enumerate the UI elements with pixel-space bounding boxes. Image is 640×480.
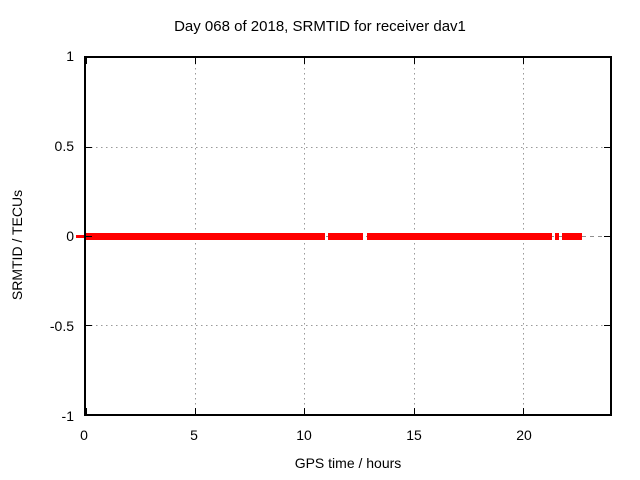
data-series-segment xyxy=(366,232,553,240)
gridline-horizontal xyxy=(86,147,610,148)
x-tick-label: 0 xyxy=(80,427,88,443)
tick-mark xyxy=(604,325,610,326)
x-tick-label: 20 xyxy=(516,427,532,443)
plot-area xyxy=(76,56,612,416)
y-tick-label: 1 xyxy=(66,48,74,64)
tick-mark xyxy=(522,58,524,64)
tick-mark xyxy=(413,408,415,414)
tick-mark xyxy=(86,408,87,414)
y-tick-label: -0.5 xyxy=(49,318,74,334)
chart-title: Day 068 of 2018, SRMTID for receiver dav… xyxy=(174,18,466,35)
tick-mark xyxy=(195,58,197,64)
tick-mark xyxy=(604,147,610,148)
data-series-segment xyxy=(328,232,364,240)
tick-mark xyxy=(195,408,197,414)
x-tick-label: 10 xyxy=(296,427,312,443)
x-axis-label: GPS time / hours xyxy=(294,455,402,471)
tick-mark xyxy=(604,236,610,237)
tick-mark xyxy=(86,325,92,326)
tick-mark xyxy=(304,408,306,414)
gridline-horizontal xyxy=(86,325,610,326)
data-series-segment xyxy=(86,232,326,240)
tick-mark xyxy=(522,408,524,414)
y-tick-label: 0.5 xyxy=(54,138,74,154)
y-tick-labels-column: 1 0.5 0 -0.5 -1 xyxy=(0,48,74,424)
tick-mark xyxy=(86,147,92,148)
data-series-segment xyxy=(555,232,559,240)
data-series-start-cap xyxy=(76,234,84,238)
y-tick-label: 0 xyxy=(66,228,74,244)
tick-mark xyxy=(413,58,415,64)
x-tick-label: 15 xyxy=(406,427,422,443)
tick-mark xyxy=(86,58,87,64)
x-tick-label: 5 xyxy=(190,427,198,443)
tick-mark xyxy=(304,58,306,64)
data-series-segment xyxy=(561,232,582,240)
tick-mark xyxy=(86,236,92,237)
y-tick-label: -1 xyxy=(61,408,74,424)
x-tick-labels-row: 0 5 10 15 20 xyxy=(80,427,612,445)
